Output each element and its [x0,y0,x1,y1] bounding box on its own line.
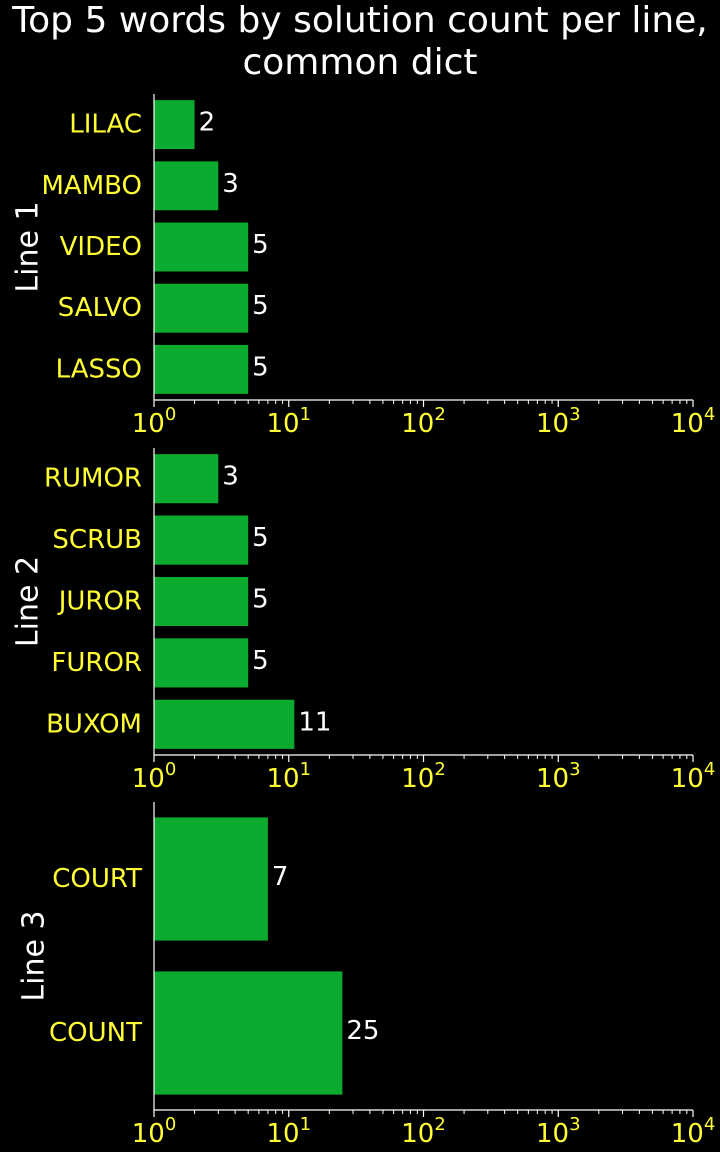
x-tick-base: 10 [266,409,299,439]
value-label: 7 [272,862,289,892]
x-tick-base: 10 [132,1119,165,1149]
category-label: RUMOR [44,464,142,494]
x-tick-exponent: 2 [434,759,445,780]
x-tick-base: 10 [401,764,434,794]
category-label: BUXOM [46,709,142,739]
value-label: 5 [252,352,269,382]
x-tick-base: 10 [401,1119,434,1149]
category-label: VIDEO [60,232,142,262]
value-label: 3 [222,169,239,199]
value-label: 25 [346,1016,379,1046]
category-label: LASSO [56,354,142,384]
x-tick-exponent: 4 [704,759,715,780]
bar [154,344,249,394]
x-tick-label: 101 [266,1114,311,1149]
bar [154,817,268,941]
category-label: COUNT [49,1018,142,1048]
y-axis-label: Line 3 [17,910,52,1001]
x-tick-exponent: 2 [434,404,445,425]
x-tick-exponent: 3 [569,1114,580,1135]
x-tick-label: 102 [401,404,446,439]
x-tick-label: 104 [671,404,716,439]
x-tick-exponent: 0 [165,404,176,425]
x-tick-label: 100 [132,759,177,794]
x-tick-base: 10 [671,409,704,439]
x-tick-base: 10 [671,1119,704,1149]
value-label: 2 [199,108,216,138]
category-label: JUROR [57,587,142,617]
bar [154,971,343,1095]
category-label: LILAC [69,110,142,140]
category-label: COURT [52,864,142,894]
bar [154,100,195,150]
x-tick-exponent: 1 [300,1114,311,1135]
value-label: 3 [222,462,239,492]
y-axis-label: Line 1 [11,201,46,292]
x-tick-base: 10 [132,764,165,794]
category-label: MAMBO [42,171,143,201]
value-label: 5 [252,230,269,260]
x-tick-base: 10 [266,1119,299,1149]
value-label: 5 [252,646,269,676]
category-label: SCRUB [52,525,142,555]
chart-title-line-2: common dict [242,42,478,83]
x-tick-label: 103 [536,404,581,439]
bar [154,454,219,504]
category-label: SALVO [58,293,142,323]
x-tick-label: 102 [401,1114,446,1149]
x-tick-label: 104 [671,759,716,794]
value-label: 5 [252,291,269,321]
x-tick-exponent: 1 [300,759,311,780]
x-tick-exponent: 2 [434,1114,445,1135]
x-tick-label: 101 [266,404,311,439]
x-tick-label: 102 [401,759,446,794]
x-tick-label: 100 [132,404,177,439]
bar [154,283,249,333]
x-tick-exponent: 4 [704,1114,715,1135]
bar [154,222,249,272]
value-label: 5 [252,523,269,553]
x-tick-label: 103 [536,1114,581,1149]
x-tick-base: 10 [132,409,165,439]
x-tick-label: 104 [671,1114,716,1149]
value-label: 11 [298,707,331,737]
x-tick-base: 10 [671,764,704,794]
y-axis-label: Line 2 [11,556,46,647]
x-tick-exponent: 4 [704,404,715,425]
x-tick-exponent: 0 [165,1114,176,1135]
x-tick-base: 10 [266,764,299,794]
chart-title-line-1: Top 5 words by solution count per line, [12,0,708,41]
bar [154,699,295,749]
bar [154,515,249,565]
bar [154,161,219,211]
x-tick-base: 10 [536,764,569,794]
x-tick-exponent: 0 [165,759,176,780]
category-label: FUROR [51,648,142,678]
x-tick-base: 10 [536,1119,569,1149]
bar [154,576,249,627]
x-tick-base: 10 [536,409,569,439]
x-tick-exponent: 1 [300,404,311,425]
value-label: 5 [252,585,269,615]
x-tick-label: 101 [266,759,311,794]
x-tick-label: 103 [536,759,581,794]
x-tick-exponent: 3 [569,404,580,425]
x-tick-exponent: 3 [569,759,580,780]
x-tick-label: 100 [132,1114,177,1149]
x-tick-base: 10 [401,409,434,439]
bar [154,638,249,688]
